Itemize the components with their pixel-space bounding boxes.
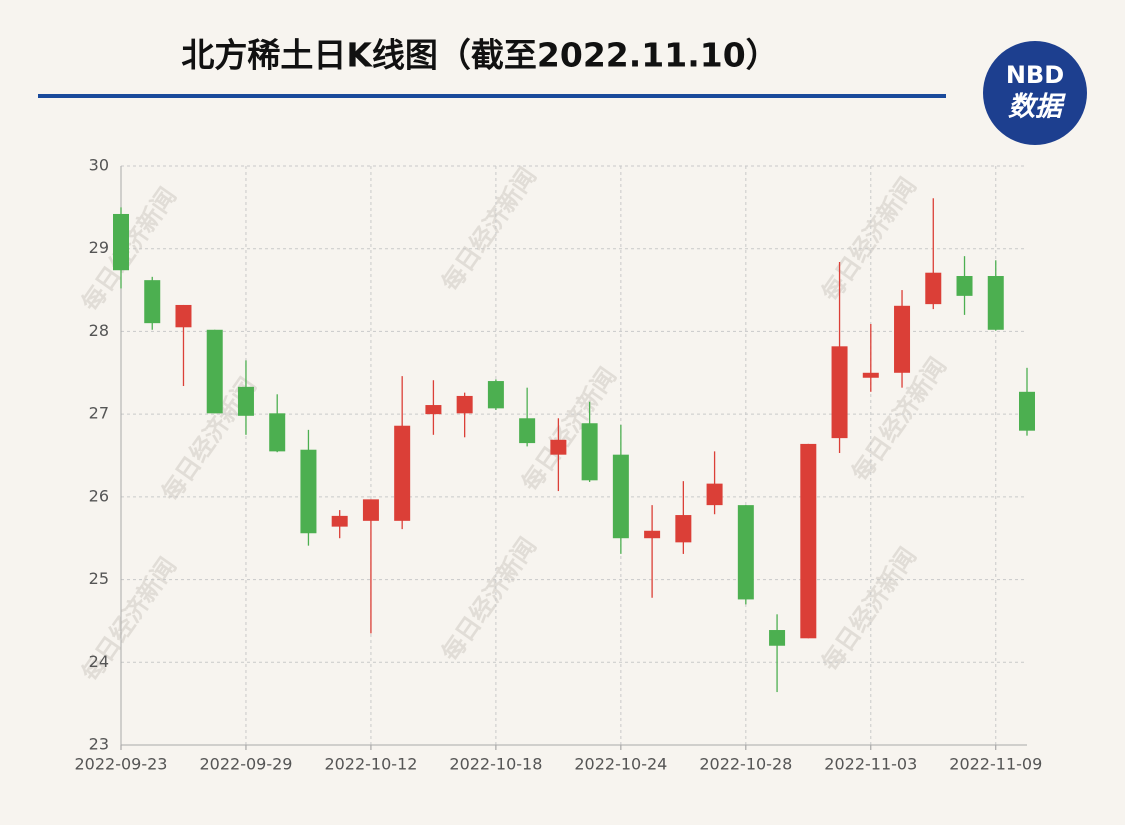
candle-body xyxy=(800,443,817,639)
x-tick-label: 2022-10-12 xyxy=(324,755,417,774)
x-tick-label: 2022-10-28 xyxy=(699,755,792,774)
chart-title: 北方稀土日K线图（截至2022.11.10） xyxy=(181,36,778,75)
candle-body xyxy=(175,304,192,328)
candle-body xyxy=(394,425,411,521)
y-tick-label: 30 xyxy=(89,156,109,175)
x-tick-label: 2022-10-18 xyxy=(449,755,542,774)
candle-body xyxy=(1019,391,1035,431)
candle-body xyxy=(737,505,754,600)
x-tick-label: 2022-10-24 xyxy=(574,755,667,774)
candle-body xyxy=(362,499,379,521)
candle-body xyxy=(331,515,348,527)
x-tick-label: 2022-11-03 xyxy=(824,755,917,774)
candle-body xyxy=(269,413,286,452)
logo-badge xyxy=(983,41,1087,145)
x-tick-label: 2022-09-29 xyxy=(199,755,292,774)
candle-body xyxy=(925,272,942,305)
candle-body xyxy=(831,346,848,439)
candle-body xyxy=(144,280,161,324)
candle-body xyxy=(425,405,442,415)
x-tick-label: 2022-09-23 xyxy=(75,755,168,774)
candle-body xyxy=(550,439,567,455)
candle-body xyxy=(675,515,692,543)
candle-body xyxy=(300,449,317,534)
candle-body xyxy=(519,418,536,444)
candle-body xyxy=(769,630,786,646)
logo-bottom: 数据 xyxy=(1008,92,1066,123)
candle-body xyxy=(581,423,598,481)
candle-body xyxy=(862,372,879,378)
y-tick-label: 27 xyxy=(89,404,109,423)
candle-body xyxy=(113,213,129,271)
candle-body xyxy=(487,381,504,409)
y-tick-label: 29 xyxy=(89,238,109,257)
candle-body xyxy=(987,276,1004,330)
candle-body xyxy=(612,454,629,539)
candle-body xyxy=(456,395,473,414)
candle-body xyxy=(706,483,723,506)
candle-body xyxy=(237,386,254,416)
candle-body xyxy=(894,305,911,373)
candle-body xyxy=(206,329,223,414)
logo-top: NBD xyxy=(1006,61,1064,89)
x-tick-label: 2022-11-09 xyxy=(949,755,1042,774)
y-tick-label: 24 xyxy=(89,652,109,671)
title-rule xyxy=(38,94,946,98)
y-tick-label: 25 xyxy=(89,569,109,588)
candle-body xyxy=(956,276,973,296)
y-tick-label: 26 xyxy=(89,486,109,505)
y-tick-label: 28 xyxy=(89,321,109,340)
y-tick-label: 23 xyxy=(89,735,109,754)
candle-body xyxy=(644,530,661,539)
plot: 23 24 25 26 27 28 29 30 2022-09-23 2022-09-29 2022… xyxy=(75,156,1043,774)
